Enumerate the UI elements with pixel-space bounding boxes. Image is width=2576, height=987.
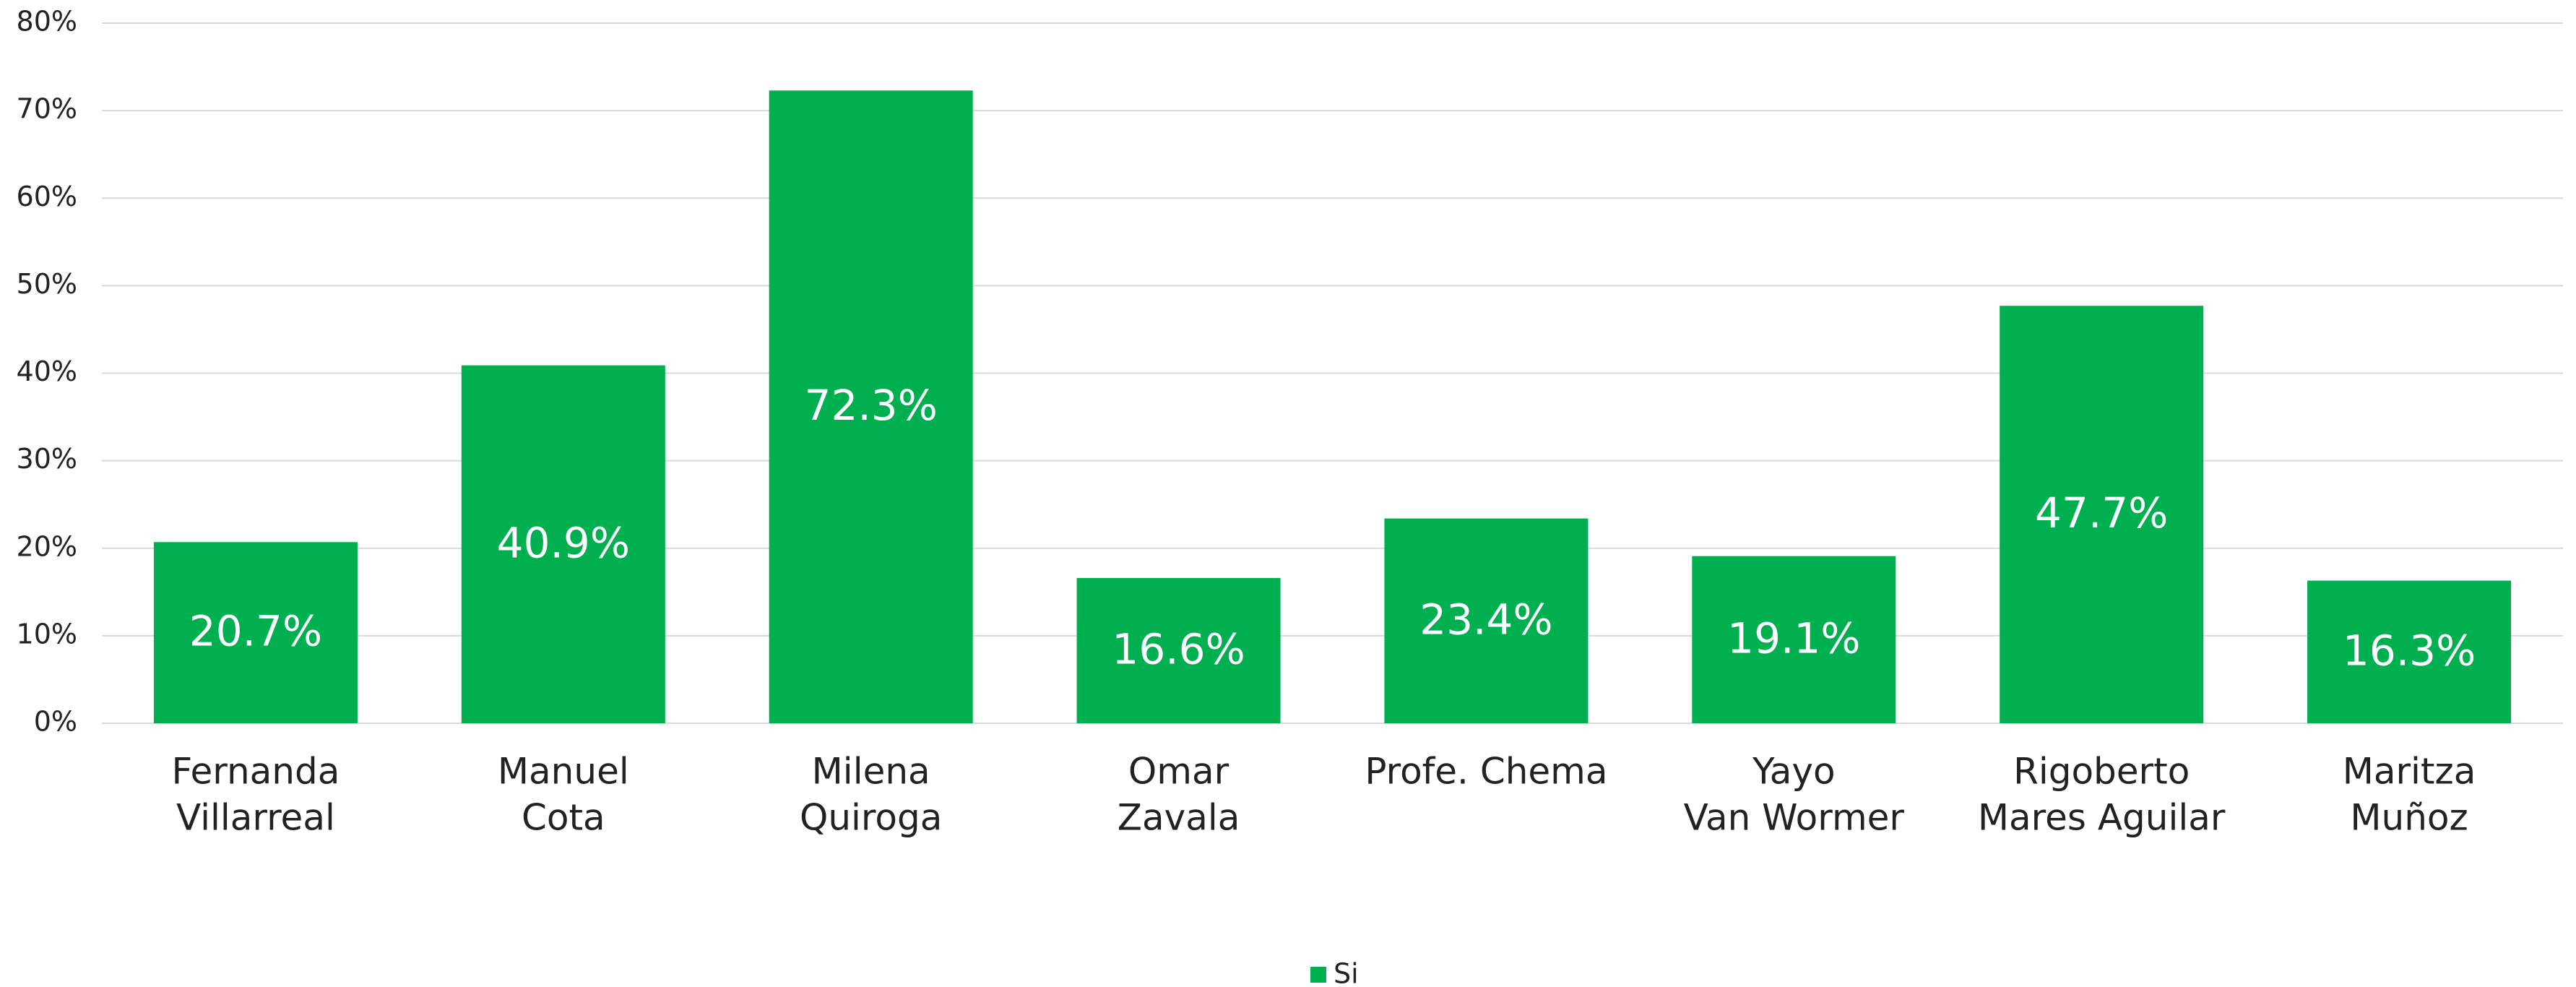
data-label: 16.3% (2343, 626, 2476, 675)
x-tick-label: Milena (812, 751, 930, 793)
x-tick-label: Omar (1128, 751, 1229, 793)
x-tick-label: Manuel (498, 751, 629, 793)
y-tick-label: 10% (17, 618, 77, 650)
bar (153, 542, 358, 723)
x-tick-label: Mares Aguilar (1978, 797, 2226, 839)
x-tick-label: Fernanda (172, 751, 340, 793)
bar (769, 90, 973, 724)
bar (1076, 577, 1281, 723)
data-label: 23.4% (1419, 595, 1552, 644)
data-label: 72.3% (805, 381, 938, 430)
legend-swatch (1310, 967, 1326, 983)
data-label: 19.1% (1727, 613, 1860, 663)
data-label: 20.7% (189, 607, 322, 656)
data-label: 16.6% (1112, 625, 1245, 674)
x-tick-label: Zavala (1118, 797, 1240, 839)
data-label: 47.7% (2035, 488, 2168, 538)
bar (1692, 556, 1896, 723)
y-tick-label: 80% (17, 6, 77, 38)
y-tick-label: 0% (34, 706, 77, 738)
y-tick-label: 40% (17, 355, 77, 387)
y-tick-label: 20% (17, 530, 77, 562)
x-tick-label: Maritza (2343, 751, 2476, 793)
y-tick-label: 50% (17, 268, 77, 300)
y-tick-label: 70% (17, 93, 77, 125)
x-tick-label: Quiroga (800, 797, 942, 839)
bar (2000, 306, 2204, 723)
x-tick-label: Muñoz (2350, 797, 2468, 839)
legend-label: Si (1334, 958, 1359, 987)
bar (461, 365, 665, 723)
x-tick-label: Rigoberto (2013, 751, 2190, 793)
x-tick-label: Van Wormer (1684, 797, 1905, 839)
data-label: 40.9% (497, 518, 630, 567)
y-tick-label: 30% (17, 443, 77, 475)
x-tick-label: Yayo (1752, 751, 1835, 793)
x-tick-label: Villarreal (176, 797, 335, 839)
x-tick-label: Profe. Chema (1365, 751, 1607, 793)
bar (2307, 580, 2512, 723)
x-tick-label: Cota (522, 797, 605, 839)
bar (1384, 518, 1589, 723)
y-tick-label: 60% (17, 181, 77, 212)
